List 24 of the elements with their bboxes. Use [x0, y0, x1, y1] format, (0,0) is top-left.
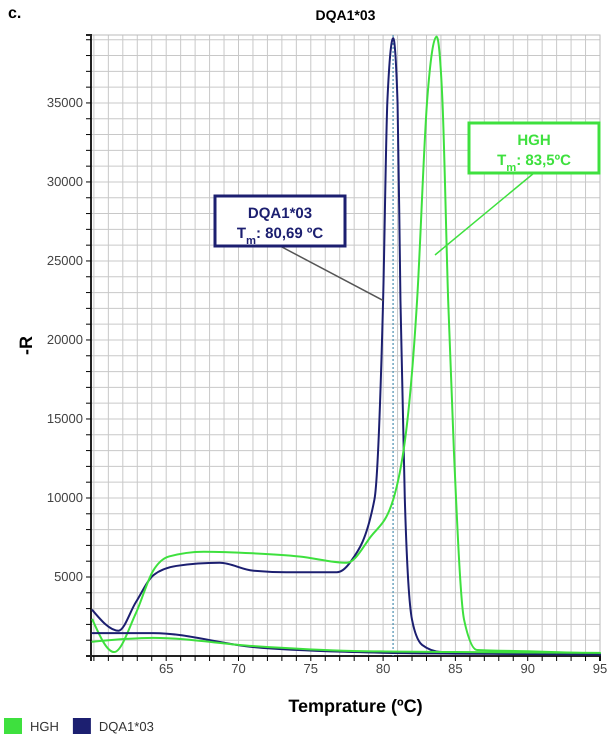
annotation: HGH T$_{m}$: 83,5ºC: [497, 132, 572, 174]
y-tick-label: 5000: [54, 569, 83, 584]
y-tick-label: 30000: [46, 174, 83, 190]
callout: DQA1*03 T$_{m}$: 80,69 ºC: [214, 194, 384, 302]
x-tick-label: 65: [158, 661, 174, 676]
y-tick-label: 10000: [46, 490, 83, 506]
text: c.: [8, 5, 22, 22]
y-tick-label: 35000: [46, 95, 83, 110]
x-tick-label: 75: [304, 661, 318, 676]
y-tick-label: 25000: [46, 253, 83, 268]
x-tick-label: 80: [376, 661, 390, 676]
x-axis-title: Temprature (ºC): [288, 696, 423, 716]
x-tick-label: 95: [592, 661, 608, 676]
y-axis-title: -R: [16, 336, 36, 355]
legend-label: DQA1*03: [98, 719, 154, 734]
chart-title: DQA1*03: [316, 7, 376, 23]
x-tick-label: 90: [520, 661, 535, 676]
legend-label: HGH: [30, 719, 59, 734]
callout: HGH T$_{m}$: 83,5ºC: [434, 122, 600, 256]
x-tick-label: 85: [448, 661, 463, 676]
annotation: DQA1*03 T$_{m}$: 80,69 ºC: [236, 205, 324, 247]
x-tick-label: 70: [231, 661, 246, 676]
y-tick-label: 20000: [46, 332, 83, 348]
y-tick-label: 15000: [46, 411, 83, 426]
